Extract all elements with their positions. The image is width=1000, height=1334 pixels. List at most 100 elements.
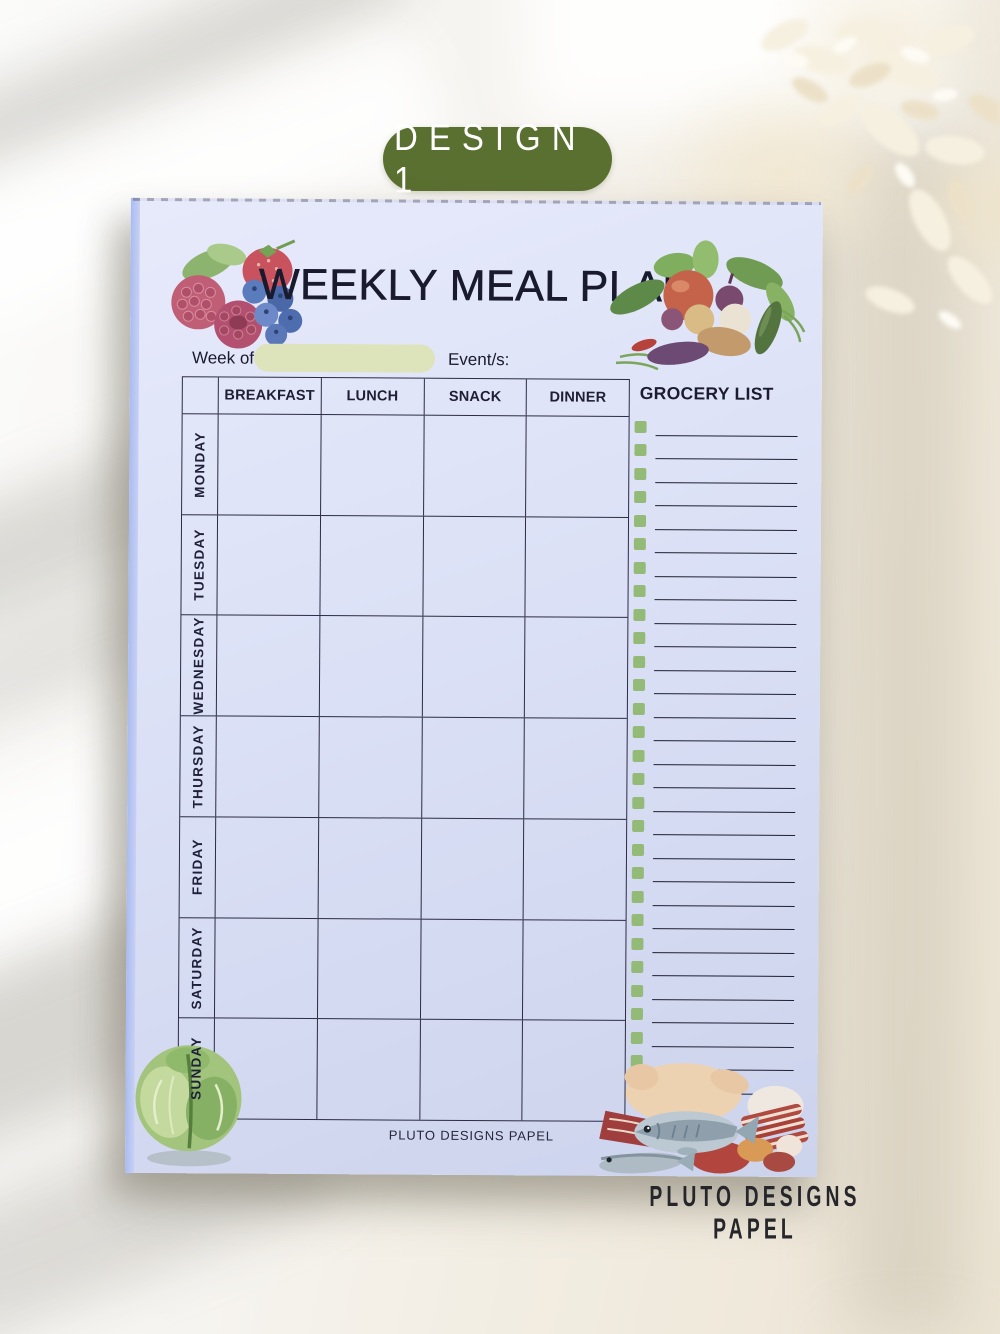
grocery-line[interactable] — [633, 600, 797, 625]
grocery-list-section: GROCERY LIST — [630, 383, 798, 1095]
design-badge-label: DESIGN 1 — [394, 116, 587, 201]
checkbox-square-icon[interactable] — [632, 702, 645, 715]
checkbox-square-icon[interactable] — [631, 913, 644, 927]
meal-cell[interactable] — [217, 414, 321, 515]
checkbox-square-icon[interactable] — [634, 420, 647, 433]
meal-cell[interactable] — [522, 819, 627, 920]
grocery-line[interactable] — [632, 694, 796, 719]
meal-cell[interactable] — [418, 1019, 523, 1121]
grocery-line[interactable] — [634, 435, 798, 460]
grocery-line[interactable] — [634, 482, 798, 507]
vegetables-illustration — [610, 240, 806, 371]
checkbox-square-icon[interactable] — [634, 490, 647, 504]
day-row: FRIDAY — [179, 816, 627, 920]
checkbox-square-icon[interactable] — [632, 819, 645, 833]
meal-cell[interactable] — [420, 818, 524, 919]
meal-cell[interactable] — [421, 516, 526, 617]
checkbox-square-icon[interactable] — [633, 514, 647, 527]
meal-cell[interactable] — [316, 918, 421, 1019]
grocery-line[interactable] — [634, 459, 798, 484]
meal-cell[interactable] — [216, 515, 320, 616]
grocery-line[interactable] — [631, 976, 795, 1001]
checkbox-square-icon[interactable] — [631, 960, 644, 974]
checkbox-square-icon[interactable] — [634, 467, 647, 480]
grocery-line[interactable] — [632, 764, 796, 789]
grocery-line[interactable] — [632, 717, 796, 742]
meal-cell[interactable] — [524, 617, 628, 719]
grocery-line[interactable] — [631, 882, 795, 907]
meal-cell[interactable] — [317, 717, 422, 818]
meal-column-header: SNACK — [423, 378, 527, 416]
day-label: MONDAY — [182, 414, 218, 514]
grocery-list-header: GROCERY LIST — [639, 383, 774, 404]
day-label-text: MONDAY — [192, 430, 208, 498]
cabbage-illustration — [135, 1045, 242, 1167]
grocery-line[interactable] — [631, 858, 795, 883]
grocery-line[interactable] — [631, 929, 795, 954]
grocery-line[interactable] — [633, 647, 797, 672]
week-of-highlight-field[interactable] — [253, 343, 436, 373]
grocery-line[interactable] — [632, 788, 796, 813]
meal-cell[interactable] — [215, 615, 320, 717]
grocery-line[interactable] — [633, 506, 797, 531]
grocery-line[interactable] — [630, 999, 794, 1024]
meal-cell[interactable] — [422, 415, 526, 517]
meal-cell[interactable] — [215, 716, 319, 817]
meal-cell[interactable] — [213, 918, 318, 1019]
checkbox-square-icon[interactable] — [633, 561, 646, 574]
day-label: TUESDAY — [181, 515, 217, 615]
meal-cell[interactable] — [317, 817, 421, 919]
grocery-line[interactable] — [631, 905, 795, 930]
checkbox-square-icon[interactable] — [631, 984, 644, 997]
grocery-line[interactable] — [632, 741, 796, 766]
checkbox-square-icon[interactable] — [633, 631, 646, 645]
brand-watermark: PLUTO DESIGNS PAPEL — [649, 1181, 861, 1246]
day-label: SATURDAY — [179, 918, 215, 1018]
meal-cell[interactable] — [214, 817, 318, 918]
checkbox-square-icon[interactable] — [632, 678, 646, 692]
meal-cell[interactable] — [420, 717, 525, 819]
design-badge: DESIGN 1 — [383, 116, 612, 200]
grocery-line[interactable] — [632, 811, 796, 836]
grocery-line[interactable] — [631, 952, 795, 977]
day-label: SUNDAY — [178, 1019, 214, 1119]
checkbox-square-icon[interactable] — [631, 866, 644, 880]
checkbox-square-icon[interactable] — [633, 655, 646, 668]
meal-cell[interactable] — [319, 415, 424, 516]
grocery-line[interactable] — [630, 1023, 794, 1048]
checkbox-square-icon[interactable] — [632, 772, 645, 786]
checkbox-square-icon[interactable] — [631, 843, 645, 856]
top-right-glow — [520, 0, 960, 130]
meal-plan-notepad: WEEKLY MEAL PLAN Week of: Event/s: — [125, 197, 823, 1178]
checkbox-square-icon[interactable] — [631, 937, 644, 950]
meal-cell[interactable] — [318, 616, 422, 717]
grocery-line[interactable] — [631, 835, 795, 860]
meal-cell[interactable] — [316, 1019, 420, 1120]
meal-cell[interactable] — [419, 919, 523, 1020]
checkbox-square-icon[interactable] — [632, 725, 645, 739]
grocery-line[interactable] — [633, 576, 797, 601]
checkbox-square-icon[interactable] — [631, 890, 644, 903]
meal-cell[interactable] — [524, 517, 629, 618]
meal-cell[interactable] — [523, 718, 627, 819]
checkbox-square-icon[interactable] — [633, 537, 646, 551]
grocery-line[interactable] — [633, 623, 797, 648]
meal-cell[interactable] — [421, 617, 525, 718]
checkbox-square-icon[interactable] — [630, 1007, 644, 1021]
grocery-line[interactable] — [634, 412, 798, 437]
day-row: TUESDAY — [181, 513, 629, 618]
checkbox-square-icon[interactable] — [633, 584, 646, 598]
checkbox-square-icon[interactable] — [632, 749, 645, 762]
grocery-line[interactable] — [633, 553, 797, 578]
checkbox-square-icon[interactable] — [633, 608, 646, 621]
checkbox-square-icon[interactable] — [632, 796, 645, 809]
meal-cell[interactable] — [525, 416, 629, 517]
checkbox-square-icon[interactable] — [634, 443, 647, 457]
meal-cell[interactable] — [319, 515, 423, 617]
day-label: FRIDAY — [180, 817, 216, 917]
checkbox-square-icon[interactable] — [630, 1031, 643, 1044]
grocery-line[interactable] — [633, 529, 797, 554]
grocery-line[interactable] — [632, 670, 796, 695]
meal-cell[interactable] — [522, 919, 626, 1021]
